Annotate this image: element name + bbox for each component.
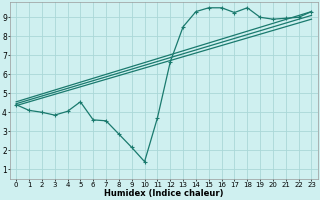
X-axis label: Humidex (Indice chaleur): Humidex (Indice chaleur) <box>104 189 224 198</box>
